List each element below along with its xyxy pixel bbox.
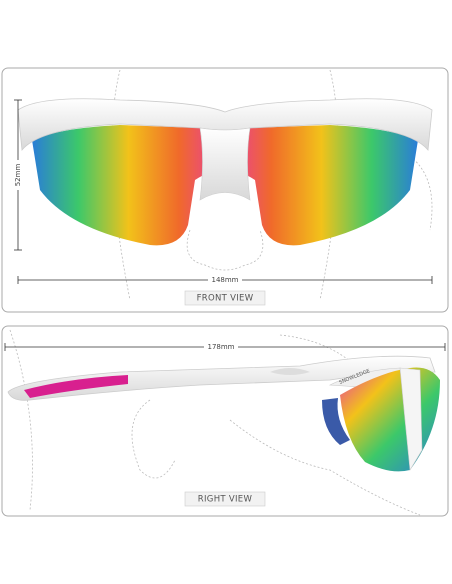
front-glasses	[17, 98, 433, 246]
front-caption: FRONT VIEW	[197, 294, 254, 304]
width-dimension: 148mm	[17, 275, 433, 285]
length-label: 178mm	[208, 343, 235, 351]
width-label: 148mm	[212, 276, 239, 284]
caption-box	[184, 491, 266, 507]
side-caption: RIGHT VIEW	[198, 495, 253, 505]
side-dimension: 178mm	[4, 342, 446, 352]
height-dimension: 52mm	[13, 99, 23, 251]
side-glasses: SNOWLEDGE	[7, 355, 440, 472]
caption-box	[184, 290, 266, 306]
height-label: 52mm	[14, 164, 22, 187]
